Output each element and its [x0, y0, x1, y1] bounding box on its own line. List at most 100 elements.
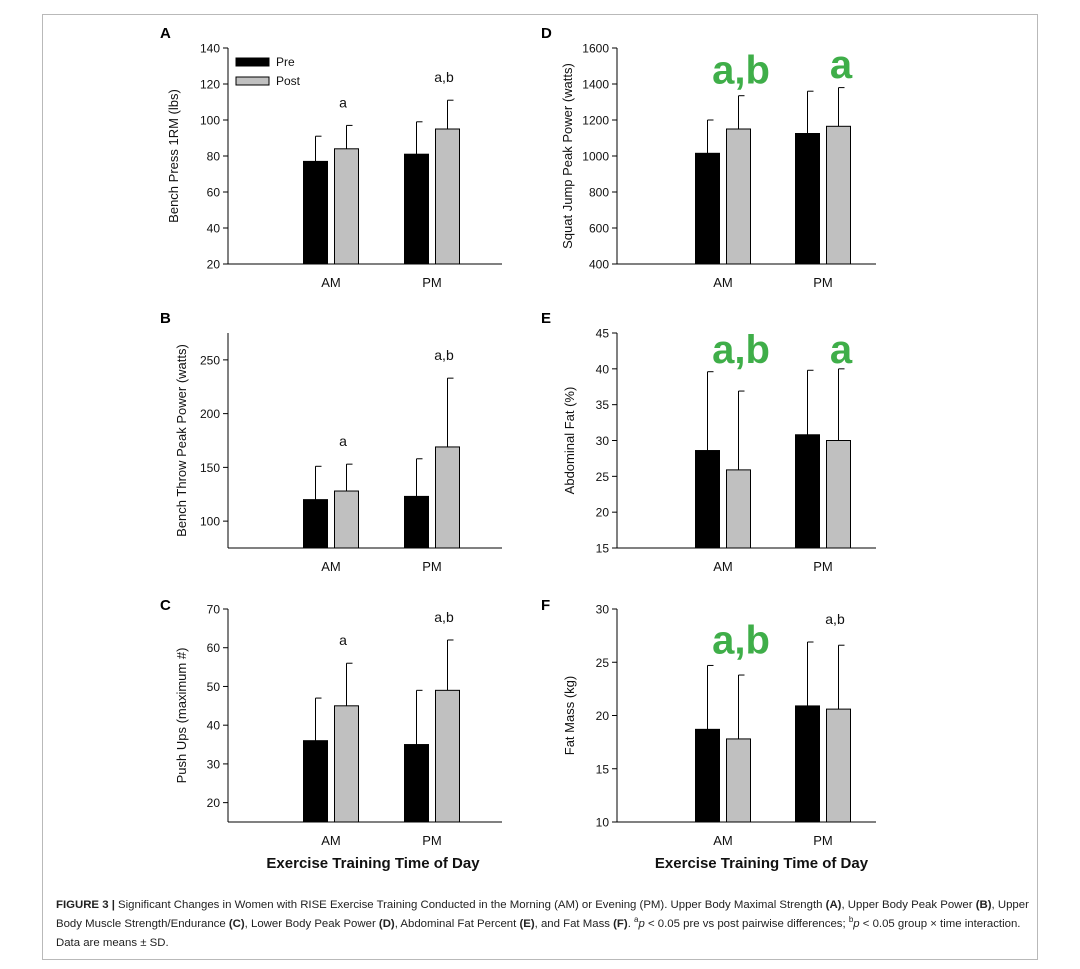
- bar-pre-pm: [404, 495, 429, 549]
- caption-text: Significant Changes in Women with RISE E…: [114, 899, 826, 911]
- y-tick-label: 250: [200, 353, 220, 367]
- x-tick-label: PM: [813, 559, 833, 574]
- bar-post-pm: [435, 689, 460, 823]
- y-tick-label: 50: [207, 680, 221, 694]
- bar-pre-am: [695, 728, 720, 823]
- significance-annotation: a,b: [434, 609, 454, 625]
- figure-caption: FIGURE 3 | Significant Changes in Women …: [56, 896, 1031, 953]
- bar-pre-am: [695, 152, 720, 265]
- significance-annotation: a,b: [712, 618, 770, 662]
- bar-post-am: [334, 490, 359, 549]
- bar-pre-am: [303, 160, 328, 265]
- x-tick-label: PM: [422, 275, 442, 290]
- y-tick-label: 70: [207, 603, 221, 617]
- y-tick-label: 200: [200, 407, 220, 421]
- bar-post-am: [334, 705, 359, 823]
- y-tick-label: 800: [589, 186, 609, 200]
- bar-pre-pm: [404, 153, 429, 265]
- caption-ref-e: (E): [519, 918, 535, 930]
- y-axis-label: Bench Press 1RM (lbs): [166, 89, 181, 223]
- caption-superscript: a: [634, 915, 639, 925]
- y-tick-label: 25: [596, 656, 610, 670]
- y-tick-label: 1200: [582, 114, 609, 128]
- y-axis-label: Squat Jump Peak Power (watts): [560, 63, 575, 249]
- y-tick-label: 10: [596, 816, 610, 830]
- caption-text: < 0.05 group × time interaction. Data ar…: [56, 918, 1021, 949]
- y-tick-label: 35: [596, 398, 610, 412]
- x-tick-label: AM: [321, 833, 341, 848]
- x-tick-label: PM: [813, 833, 833, 848]
- figure-frame: [42, 14, 1038, 960]
- legend-label: Pre: [276, 55, 295, 69]
- y-tick-label: 120: [200, 78, 220, 92]
- y-tick-label: 1000: [582, 150, 609, 164]
- bar-post-pm: [826, 440, 851, 549]
- significance-annotation: a,b: [434, 69, 454, 85]
- y-axis-label: Abdominal Fat (%): [562, 387, 577, 495]
- bar-pre-pm: [795, 133, 820, 265]
- y-axis-label: Bench Throw Peak Power (watts): [174, 344, 189, 537]
- y-tick-label: 600: [589, 222, 609, 236]
- x-axis-title: Exercise Training Time of Day: [655, 855, 869, 872]
- y-tick-label: 15: [596, 762, 610, 776]
- x-tick-label: PM: [813, 275, 833, 290]
- y-tick-label: 150: [200, 461, 220, 475]
- bar-post-am: [726, 128, 751, 265]
- caption-ref-a: (A): [825, 899, 842, 911]
- y-tick-label: 20: [207, 796, 221, 810]
- significance-annotation: a: [830, 328, 853, 372]
- y-tick-label: 80: [207, 150, 221, 164]
- x-axis-title: Exercise Training Time of Day: [266, 855, 480, 872]
- significance-annotation: a,b: [434, 347, 454, 363]
- y-tick-label: 30: [596, 603, 610, 617]
- bar-post-pm: [435, 128, 460, 265]
- caption-superscript: b: [848, 915, 854, 925]
- caption-text: , Upper Body Muscle Strength/Endurance: [56, 899, 1029, 930]
- y-tick-label: 40: [596, 362, 610, 376]
- caption-p: p: [638, 918, 645, 930]
- y-tick-label: 20: [207, 258, 221, 272]
- caption-label: FIGURE 3 |: [56, 899, 115, 911]
- caption-ref-f: (F): [613, 918, 628, 930]
- x-tick-label: AM: [713, 275, 733, 290]
- significance-annotation: a,b: [825, 611, 845, 627]
- bar-pre-pm: [404, 744, 429, 823]
- y-tick-label: 45: [596, 327, 610, 341]
- y-tick-label: 400: [589, 258, 609, 272]
- panel-letter: D: [541, 25, 552, 42]
- y-tick-label: 30: [596, 434, 610, 448]
- bar-post-pm: [826, 708, 851, 823]
- bar-post-am: [334, 148, 359, 265]
- bar-post-pm: [435, 446, 460, 549]
- caption-text: , Abdominal Fat Percent: [394, 918, 520, 930]
- panel-letter: A: [160, 25, 171, 42]
- significance-annotation: a: [339, 632, 347, 648]
- caption-p: p: [853, 918, 860, 930]
- x-tick-label: PM: [422, 559, 442, 574]
- bar-post-am: [726, 469, 751, 549]
- caption-ref-b: (B): [975, 899, 992, 911]
- caption-text: , Lower Body Peak Power: [244, 918, 379, 930]
- caption-text: , and Fat Mass: [534, 918, 614, 930]
- y-tick-label: 25: [596, 470, 610, 484]
- caption-text: .: [627, 918, 635, 930]
- y-tick-label: 140: [200, 42, 220, 56]
- x-tick-label: AM: [713, 559, 733, 574]
- y-tick-label: 40: [207, 222, 221, 236]
- x-tick-label: AM: [321, 559, 341, 574]
- y-tick-label: 100: [200, 515, 220, 529]
- y-tick-label: 20: [596, 506, 610, 520]
- panel-letter: C: [160, 597, 171, 614]
- significance-annotation: a: [339, 94, 347, 110]
- y-tick-label: 100: [200, 114, 220, 128]
- bar-pre-am: [303, 740, 328, 823]
- panel-letter: E: [541, 310, 551, 327]
- y-tick-label: 20: [596, 709, 610, 723]
- significance-annotation: a,b: [712, 328, 770, 372]
- significance-annotation: a: [339, 433, 347, 449]
- legend-label: Post: [276, 74, 301, 88]
- y-tick-label: 1600: [582, 42, 609, 56]
- y-tick-label: 60: [207, 186, 221, 200]
- caption-text: < 0.05 pre vs post pairwise differences;: [644, 918, 849, 930]
